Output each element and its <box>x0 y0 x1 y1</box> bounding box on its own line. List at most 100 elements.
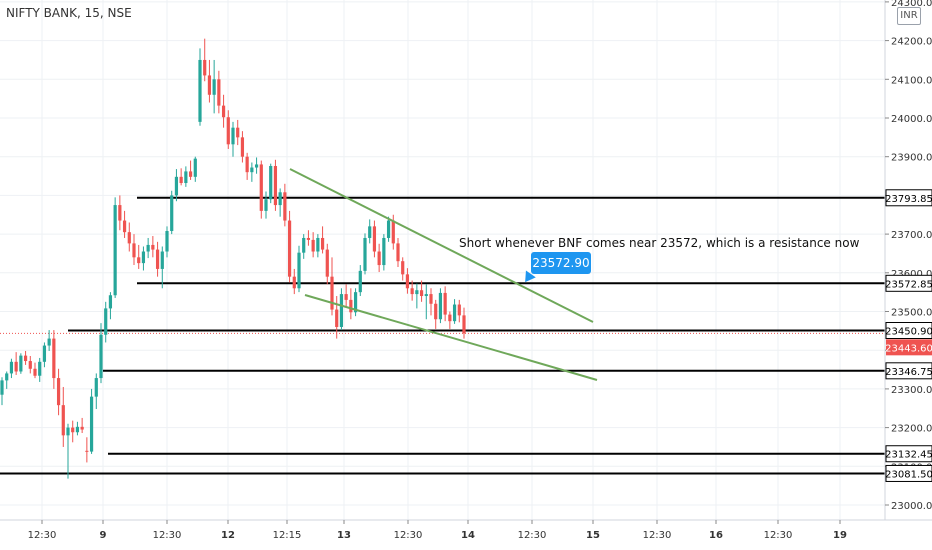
x-tick-label: 12:30 <box>643 530 672 541</box>
candle-body <box>221 105 226 118</box>
candle-body <box>19 355 23 372</box>
horizontal-levels[interactable] <box>0 196 885 475</box>
candle-body <box>311 239 315 252</box>
candle-body <box>89 396 94 452</box>
candle-body <box>424 294 428 297</box>
candle-body <box>217 79 221 106</box>
candle-body <box>118 205 122 221</box>
candle-body <box>462 315 466 334</box>
trendline-upper[interactable] <box>289 168 594 323</box>
last-price-label: 23443.60 <box>885 343 932 354</box>
candle-body <box>339 294 344 327</box>
candle-body <box>146 244 150 252</box>
x-tick-label: 12:30 <box>764 530 793 541</box>
candle-body <box>28 361 32 369</box>
candle-body <box>316 237 320 252</box>
candle-body <box>132 243 136 258</box>
candle-body <box>264 199 268 211</box>
candle-body <box>349 299 353 313</box>
level-price-box <box>885 274 932 292</box>
candle-body <box>0 380 4 395</box>
candle-body <box>443 292 447 315</box>
candle-body <box>283 192 287 221</box>
y-tick-label: 23000.00 <box>891 501 932 512</box>
candle-body <box>410 288 414 295</box>
annotation-text[interactable]: Short whenever BNF comes near 23572, whi… <box>459 236 860 250</box>
y-tick-label: 23700.00 <box>891 230 932 241</box>
candle-body <box>155 249 160 269</box>
candle-body <box>434 303 438 320</box>
candle-body <box>278 192 282 206</box>
y-tick-label: 23900.00 <box>891 153 932 164</box>
candle-body <box>448 314 452 322</box>
candle-body <box>56 378 61 406</box>
candle-body <box>212 79 216 95</box>
candle-body <box>104 308 108 335</box>
candle-body <box>231 127 235 145</box>
y-tick-label: 23500.00 <box>891 308 932 319</box>
candle-body <box>122 220 127 233</box>
candle-body <box>297 252 301 289</box>
trendlines-layer[interactable] <box>289 168 598 381</box>
symbol-title: NIFTY BANK, 15, NSE <box>6 6 132 20</box>
candle-body <box>457 304 461 316</box>
price-tag-label[interactable]: 23572.90 <box>531 252 591 274</box>
candle-body <box>165 231 169 252</box>
x-tick-label: 19 <box>833 530 847 541</box>
candle-body <box>363 237 367 271</box>
currency-badge[interactable]: INR <box>897 7 921 25</box>
candle-body <box>99 334 103 379</box>
candle-body <box>207 75 212 95</box>
candle-body <box>170 195 174 232</box>
y-tick-label: 24200.00 <box>891 37 932 48</box>
candle-body <box>401 261 405 275</box>
level-price-label: 23346.75 <box>885 367 932 378</box>
candle-body <box>113 205 117 296</box>
candle-body <box>203 59 207 76</box>
y-tick-label: 23300.00 <box>891 385 932 396</box>
level-price-box <box>885 322 932 340</box>
candle-body <box>240 137 245 157</box>
level-price-label: 23572.85 <box>885 279 932 290</box>
level-price-label: 23793.85 <box>885 194 932 205</box>
candle-body <box>377 251 381 266</box>
candle-body <box>452 304 457 322</box>
x-tick-label: 14 <box>461 530 475 541</box>
x-tick-label: 9 <box>100 530 107 541</box>
candle-body <box>75 426 80 433</box>
candle-body <box>38 361 42 376</box>
candle-body <box>188 171 193 177</box>
candle-body <box>429 294 433 304</box>
candle-body <box>330 276 334 310</box>
level-price-box <box>885 189 932 207</box>
candle-body <box>193 158 197 177</box>
candle-body <box>396 243 400 262</box>
y-tick-label: 24300.00 <box>891 0 932 9</box>
grid-layer <box>0 0 885 520</box>
candle-body <box>386 220 391 238</box>
candle-body <box>71 427 75 433</box>
candle-body <box>438 292 443 320</box>
candle-body <box>198 59 202 122</box>
y-tick-label: 24000.00 <box>891 114 932 125</box>
candle-body <box>80 426 84 430</box>
candle-body <box>236 127 240 138</box>
x-tick-label: 12:30 <box>28 530 57 541</box>
candle-body <box>382 237 386 266</box>
candle-body <box>419 290 424 297</box>
candle-body <box>33 368 37 376</box>
candle-body <box>85 450 89 452</box>
trendline-lower[interactable] <box>304 294 598 381</box>
last-price-box <box>886 339 932 356</box>
level-price-label: 23081.50 <box>885 469 932 480</box>
level-price-label: 23450.90 <box>885 327 932 338</box>
level-price-box <box>885 362 932 380</box>
candle-body <box>391 220 395 244</box>
y-tick-label: 23200.00 <box>891 424 932 435</box>
candle-body <box>273 165 278 206</box>
candle-body <box>353 292 358 313</box>
x-tick-label: 12:30 <box>394 530 423 541</box>
candle-body <box>184 171 188 184</box>
